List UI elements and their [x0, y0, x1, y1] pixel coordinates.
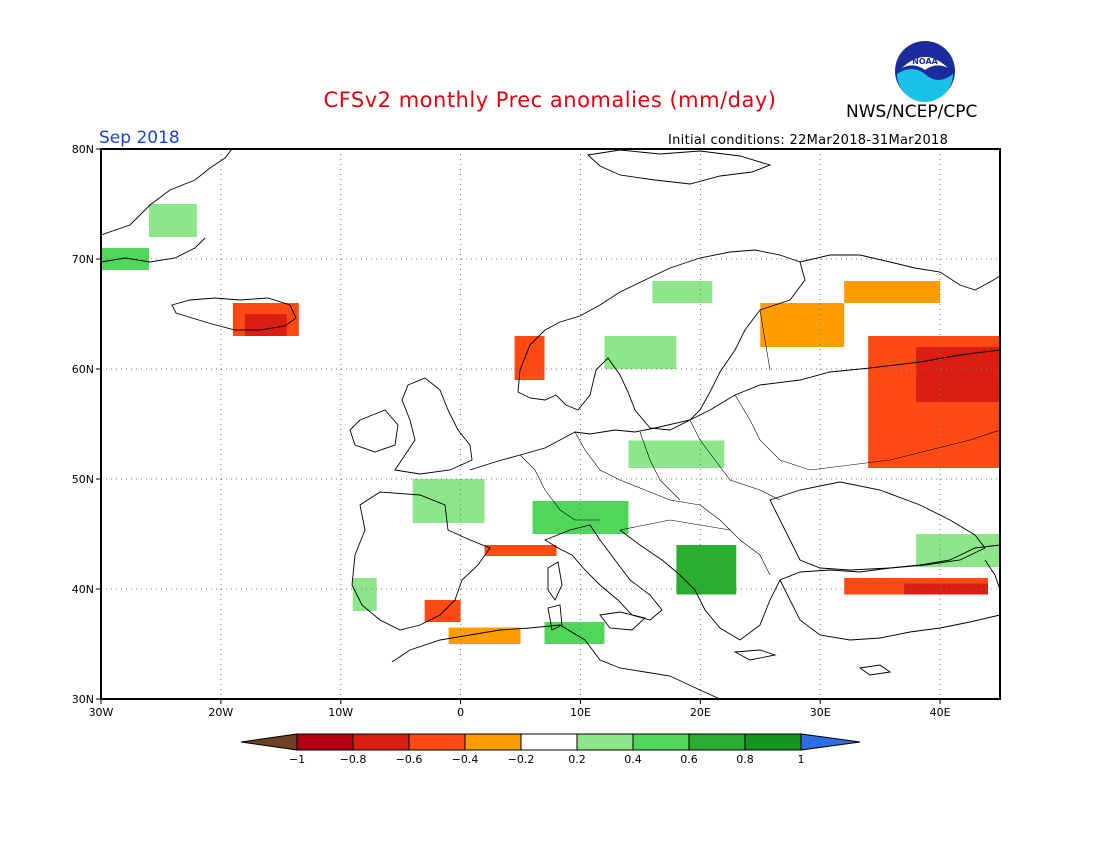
svalbard-coast — [587, 149, 772, 185]
coastlines — [101, 149, 1000, 699]
anomaly-cell — [101, 248, 149, 270]
lat-label: 70N — [72, 253, 94, 266]
colorbar-arrow-low — [240, 733, 298, 751]
scandinavia-coast — [517, 249, 806, 431]
russia-arctic-coast — [799, 254, 1000, 291]
anomaly-cell — [652, 281, 713, 303]
cyprus-coast — [858, 664, 892, 676]
north-africa-coast — [391, 624, 721, 699]
lon-label: 0 — [457, 706, 464, 719]
colorbar-swatch — [464, 733, 522, 751]
country-borders — [519, 309, 1000, 576]
anomaly-cell — [916, 347, 1000, 402]
colorbar-tick-label: −1 — [289, 753, 305, 766]
corsica-sardinia-coast — [547, 561, 563, 631]
map-title: CFSv2 monthly Prec anomalies (mm/day) — [323, 88, 777, 112]
anomaly-cell — [448, 627, 521, 644]
lat-label: 80N — [72, 143, 94, 156]
border-line — [519, 309, 1000, 576]
anomaly-cell — [352, 578, 377, 611]
colorbar-swatch — [688, 733, 746, 751]
logo-wave — [897, 69, 953, 102]
valid-month-label: Sep 2018 — [99, 128, 180, 148]
lon-label: 20W — [208, 706, 233, 719]
lat-label: 50N — [72, 473, 94, 486]
lat-label: 60N — [72, 363, 94, 376]
iceland-coast — [171, 297, 297, 331]
iberia-coast — [351, 491, 491, 631]
lon-label: 30E — [810, 706, 831, 719]
colorbar-tick-label: 1 — [798, 753, 805, 766]
greenland-coast — [101, 149, 233, 263]
crete-coast — [733, 649, 777, 661]
colorbar-tick-label: 0.4 — [624, 753, 642, 766]
lon-label: 30W — [89, 706, 114, 719]
colorbar-tick-label: −0.4 — [452, 753, 479, 766]
initial-conditions-label: Initial conditions: 22Mar2018-31Mar2018 — [668, 133, 949, 148]
anomaly-cell — [148, 204, 197, 237]
anomaly-cell — [916, 534, 1000, 567]
black-sea-coast — [769, 481, 986, 571]
caspian-coast — [984, 559, 1000, 591]
colorbar-swatch — [296, 733, 354, 751]
noaa-bird-icon — [902, 57, 948, 70]
colorbar-swatch — [632, 733, 690, 751]
colorbar-arrow-high — [800, 733, 861, 751]
graticule — [101, 149, 1000, 699]
longitude-labels: 30W 20W 10W 0 10E 20E 30E 40E — [89, 699, 951, 719]
anomaly-cell — [424, 600, 461, 622]
anomaly-cell — [514, 336, 545, 380]
lat-label: 40N — [72, 583, 94, 596]
colorbar-tick-label: 0.2 — [568, 753, 586, 766]
anomaly-cell — [532, 501, 629, 534]
colorbar-tick-label: −0.2 — [508, 753, 535, 766]
colorbar-swatch — [744, 733, 802, 751]
colorbar-swatch — [520, 733, 578, 751]
turkey-coast — [779, 579, 1000, 641]
colorbar-swatch — [352, 733, 410, 751]
italy-coast — [544, 524, 663, 621]
colorbar-swatch — [408, 733, 466, 751]
colorbar-swatch — [576, 733, 634, 751]
colorbar-tick-label: −0.8 — [340, 753, 367, 766]
anomaly-cell — [844, 281, 941, 303]
noaa-logo: NOAA — [895, 41, 955, 102]
anomaly-cell — [628, 440, 725, 468]
colorbar-tick-label: −0.6 — [396, 753, 423, 766]
lon-label: 10E — [570, 706, 591, 719]
continental-europe-coast — [469, 349, 1000, 471]
map-background — [101, 149, 1000, 699]
lon-label: 10W — [328, 706, 353, 719]
anomaly-cell — [604, 336, 677, 369]
anomaly-cell — [412, 479, 485, 523]
svg-text:NOAA: NOAA — [912, 57, 938, 66]
lat-label: 30N — [72, 693, 94, 706]
colorbar-tick-label: 0.8 — [736, 753, 754, 766]
anomaly-cell — [484, 545, 557, 556]
anomaly-cell — [544, 622, 605, 644]
colorbar-tick-label: 0.6 — [680, 753, 698, 766]
anomaly-cell — [676, 545, 737, 595]
sicily-coast — [599, 611, 646, 631]
lon-label: 40E — [930, 706, 951, 719]
latitude-labels: 80N 70N 60N 50N 40N 30N — [72, 143, 101, 706]
colorbar-legend: −1 −0.8 −0.6 −0.4 −0.2 0.2 0.4 0.6 0.8 1 — [240, 733, 861, 766]
map-frame — [100, 148, 1001, 700]
agency-label: NWS/NCEP/CPC — [846, 102, 978, 122]
anomaly-cell — [244, 314, 287, 336]
anomaly-cell — [760, 303, 845, 347]
british-isles-coast — [349, 377, 473, 475]
lon-label: 20E — [690, 706, 711, 719]
anomaly-layer — [101, 204, 1000, 644]
